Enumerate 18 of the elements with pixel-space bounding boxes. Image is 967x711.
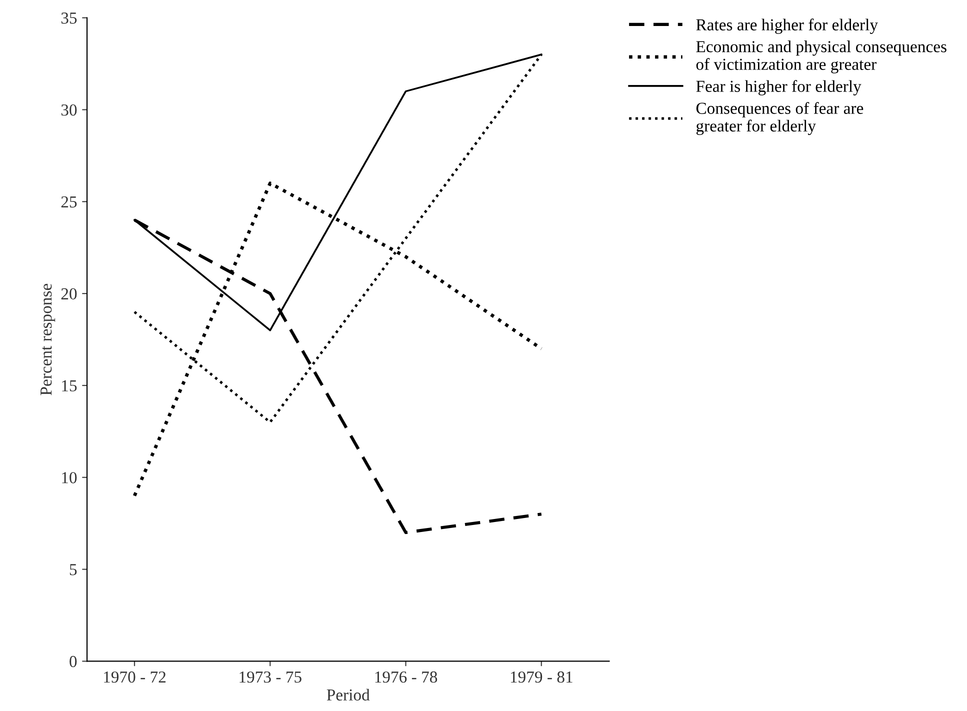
y-tick-label: 30 <box>61 104 77 116</box>
x-tick-label: 1979 - 81 <box>510 671 572 683</box>
y-axis-title: Percent response <box>40 284 56 396</box>
legend-label: Economic and physical consequences of victimization are greater <box>696 40 946 74</box>
x-tick-label: 1973 - 75 <box>240 671 302 683</box>
y-tick-label: 0 <box>70 656 77 668</box>
x-tick-label: 1970 - 72 <box>104 671 166 683</box>
legend-label: Rates are higher for elderly <box>696 18 878 34</box>
y-tick-label: 5 <box>70 564 77 576</box>
y-tick-label: 35 <box>61 12 77 24</box>
y-tick-label: 10 <box>62 472 77 484</box>
legend-label: Fear is higher for elderly <box>696 80 862 96</box>
y-tick-label: 20 <box>61 288 77 300</box>
x-axis-title: Period <box>326 688 370 701</box>
y-tick-label: 15 <box>62 380 77 392</box>
y-tick-label: 25 <box>61 196 77 208</box>
x-tick-label: 1976 - 78 <box>375 671 438 683</box>
legend-label: Consequences of fear are greater for elderly <box>696 102 864 136</box>
